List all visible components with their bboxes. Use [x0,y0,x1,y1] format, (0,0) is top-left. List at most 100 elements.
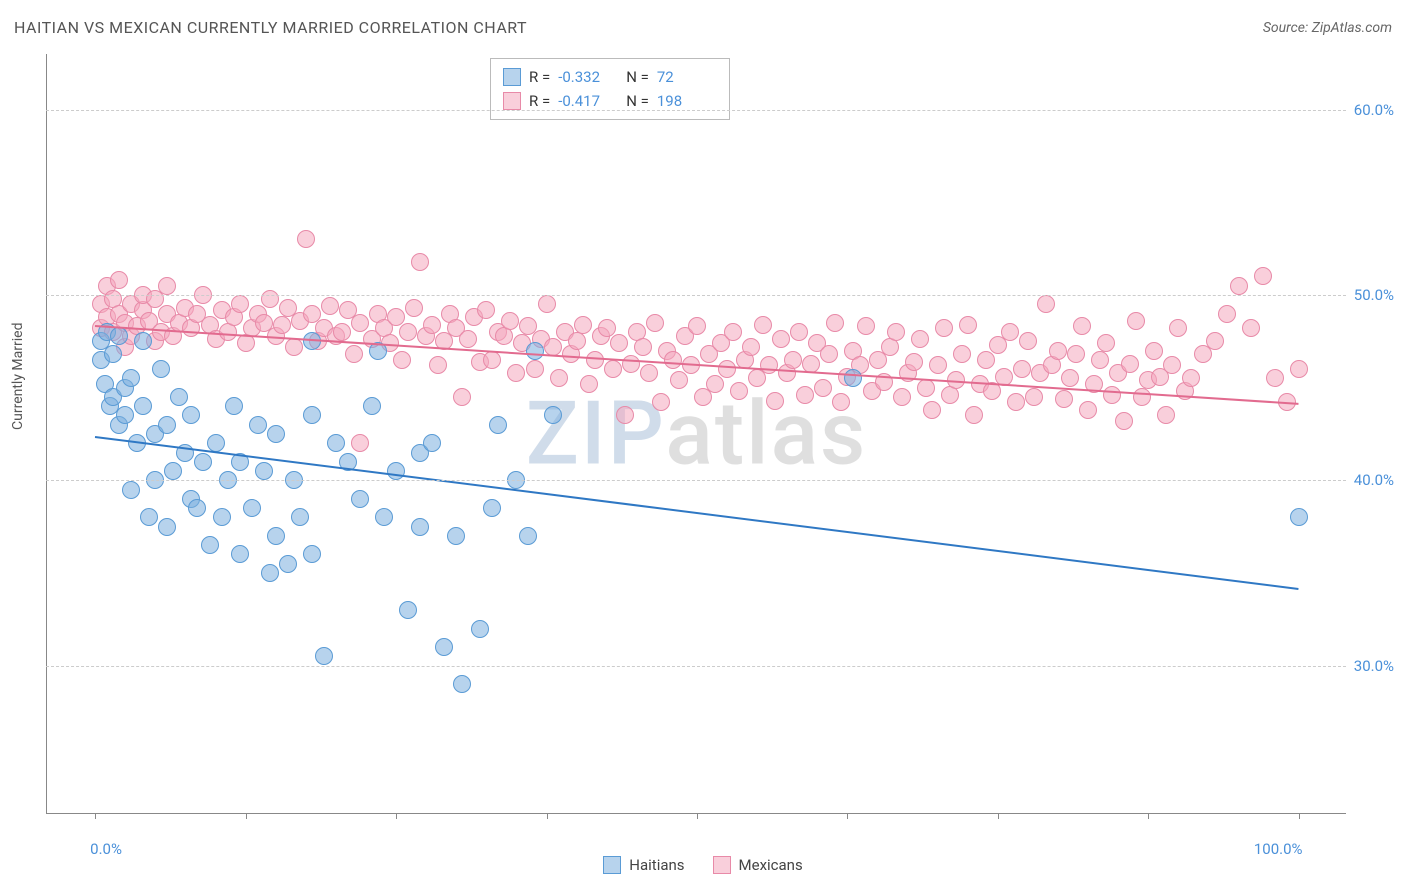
corr-swatch-pink [503,92,521,110]
legend: Haitians Mexicans [0,856,1406,874]
correlation-box: R = -0.332 N = 72 R = -0.417 N = 198 [490,58,730,120]
point-mexicans [718,360,736,378]
x-tick [396,813,397,819]
point-mexicans [1121,355,1139,373]
point-haitians [116,406,134,424]
point-mexicans [622,355,640,373]
legend-item-mexicans: Mexicans [713,856,803,874]
source-name: ZipAtlas.com [1312,20,1392,36]
point-mexicans [550,369,568,387]
point-haitians [122,481,140,499]
point-mexicans [965,406,983,424]
gridline [46,480,1346,481]
y-tick-label: 50.0% [1354,286,1394,304]
point-mexicans [1037,295,1055,313]
point-mexicans [1242,319,1260,337]
point-mexicans [483,351,501,369]
source-label: Source: ZipAtlas.com [1263,20,1392,36]
point-mexicans [766,392,784,410]
point-mexicans [574,316,592,334]
point-mexicans [345,345,363,363]
point-mexicans [321,297,339,315]
point-mexicans [1182,369,1200,387]
point-mexicans [393,351,411,369]
point-mexicans [1055,390,1073,408]
x-tick [547,813,548,819]
point-haitians [279,555,297,573]
point-mexicans [568,332,586,350]
point-mexicans [790,323,808,341]
x-tick [1148,813,1149,819]
point-mexicans [857,317,875,335]
point-mexicans [688,317,706,335]
point-haitians [213,508,231,526]
corr-n-label: N = [626,65,649,89]
point-mexicans [1115,412,1133,430]
point-haitians [170,388,188,406]
point-mexicans [459,330,477,348]
point-haitians [453,675,471,693]
point-mexicans [1145,342,1163,360]
point-mexicans [826,314,844,332]
point-haitians [387,462,405,480]
point-mexicans [754,316,772,334]
point-mexicans [1133,388,1151,406]
point-mexicans [110,271,128,289]
point-haitians [411,518,429,536]
point-mexicans [646,314,664,332]
point-haitians [447,527,465,545]
point-mexicans [333,323,351,341]
point-mexicans [887,323,905,341]
y-tick-label: 60.0% [1354,101,1394,119]
point-haitians [526,342,544,360]
legend-label-mexicans: Mexicans [739,856,803,874]
point-mexicans [1157,406,1175,424]
point-mexicans [507,364,525,382]
point-haitians [140,508,158,526]
point-mexicans [405,299,423,317]
gridline [46,666,1346,667]
y-tick-label: 40.0% [1354,471,1394,489]
point-mexicans [1097,334,1115,352]
point-mexicans [796,386,814,404]
point-mexicans [1103,386,1121,404]
point-haitians [1290,508,1308,526]
point-haitians [844,369,862,387]
point-mexicans [953,345,971,363]
point-mexicans [977,351,995,369]
x-label-0: 0.0% [90,840,122,858]
point-mexicans [670,371,688,389]
point-mexicans [1206,332,1224,350]
point-haitians [267,527,285,545]
point-haitians [158,416,176,434]
point-mexicans [724,323,742,341]
point-haitians [351,490,369,508]
point-haitians [375,508,393,526]
point-mexicans [544,338,562,356]
point-mexicans [664,351,682,369]
y-tick-label: 30.0% [1354,657,1394,675]
x-tick [847,813,848,819]
corr-row-haitians: R = -0.332 N = 72 [503,65,717,89]
x-tick [1299,813,1300,819]
point-mexicans [616,406,634,424]
point-haitians [303,545,321,563]
gridline [46,295,1346,296]
source-prefix: Source: [1263,20,1312,36]
point-mexicans [1025,388,1043,406]
point-haitians [544,406,562,424]
x-tick [998,813,999,819]
point-mexicans [586,351,604,369]
point-mexicans [706,375,724,393]
point-haitians [399,601,417,619]
point-mexicans [905,353,923,371]
watermark-zip: ZIP [526,382,666,485]
point-mexicans [784,351,802,369]
point-mexicans [411,253,429,271]
point-mexicans [1230,277,1248,295]
point-mexicans [423,316,441,334]
point-mexicans [1266,369,1284,387]
point-haitians [225,397,243,415]
point-haitians [489,416,507,434]
legend-label-haitians: Haitians [629,856,684,874]
